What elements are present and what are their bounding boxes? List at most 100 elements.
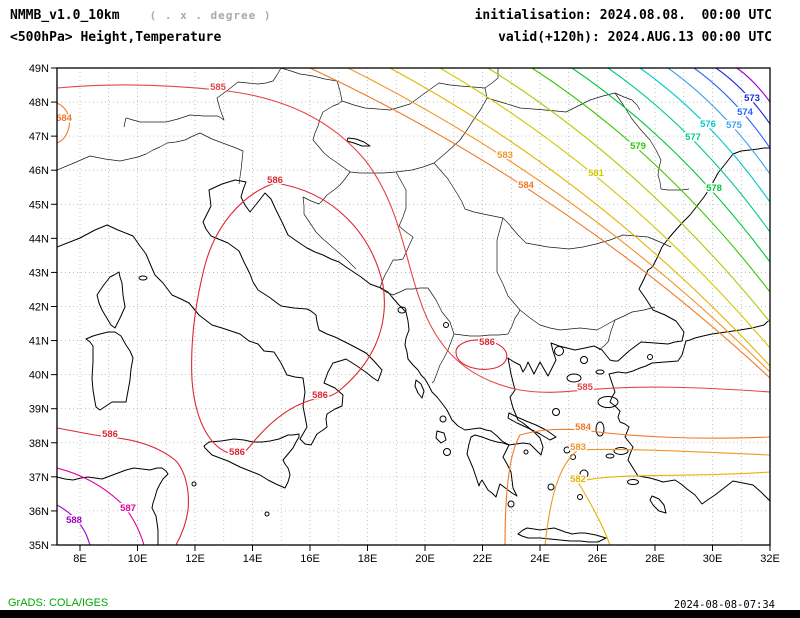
lat-axis-label: 49N — [29, 63, 49, 75]
contour-584-northeast — [309, 68, 770, 379]
contour-586-west — [57, 427, 189, 545]
lon-axis-label: 30E — [703, 553, 723, 565]
lat-axis-label: 43N — [29, 267, 49, 279]
contour-label: 577 — [685, 132, 701, 143]
island-kos — [627, 479, 639, 485]
contour-572 — [736, 68, 770, 103]
contour-label: 574 — [737, 107, 754, 118]
init-time: initialisation: 2024.08.08. 00:00 UTC — [474, 8, 772, 23]
header-left: NMMB_v1.0_10km ( . x . degree ) <500hPa> … — [10, 5, 272, 49]
border-romania-south — [433, 162, 672, 250]
contour-582-southeast — [577, 471, 770, 545]
lat-axis-label: 42N — [29, 301, 49, 313]
contour-label: 588 — [66, 515, 82, 526]
border-alps-italy — [57, 132, 244, 185]
lon-axis-label: 8E — [73, 553, 86, 565]
contour-label: 576 — [700, 119, 716, 130]
island-imbros — [595, 369, 605, 375]
lat-axis-label: 46N — [29, 165, 49, 177]
contour-label: 586 — [229, 447, 245, 458]
contour-label: 575 — [726, 120, 743, 131]
island-lesbos — [597, 396, 619, 408]
island-skyros — [552, 408, 560, 416]
coastlines — [57, 137, 770, 545]
lat-axis-label: 35N — [29, 540, 49, 552]
contour-label: 582 — [570, 474, 586, 485]
lake-ohrid — [443, 322, 449, 328]
bottom-bar — [0, 610, 800, 618]
lat-axis-label: 45N — [29, 199, 49, 211]
contour-583-southeast — [544, 448, 770, 545]
lakes — [346, 137, 449, 328]
island-kythira — [507, 500, 515, 508]
lon-axis-label: 14E — [243, 553, 263, 565]
coastline-turkey — [608, 319, 770, 505]
island-lefkada — [439, 415, 447, 423]
contour-588 — [57, 504, 91, 545]
island-milos — [547, 483, 555, 491]
island-samos — [613, 447, 629, 455]
contour-576 — [639, 68, 770, 203]
lat-axis-label: 39N — [29, 404, 49, 416]
contour-label: 583 — [497, 150, 513, 161]
border-serbia-west — [379, 171, 414, 289]
contour-labels: 585 584 586 584 583 581 579 578 577 576 575 574 573 5… — [55, 81, 762, 528]
island-corfu — [414, 379, 425, 399]
contour-575 — [667, 68, 770, 175]
island-andros — [563, 446, 571, 454]
contour-label: 587 — [120, 503, 136, 514]
contour-label: 585 — [577, 382, 594, 393]
island-ikaria — [605, 453, 615, 459]
contour-label: 584 — [56, 113, 73, 124]
border-ukraine-romania — [486, 92, 641, 113]
contour-label: 578 — [706, 183, 722, 194]
lon-axis-label: 12E — [185, 553, 205, 565]
border-hungary — [312, 82, 488, 174]
grads-credit: GrADS: COLA/IGES — [8, 597, 109, 609]
coastline-tunisia — [57, 467, 169, 545]
island-elba — [138, 275, 148, 281]
island-limnos — [566, 373, 582, 383]
contour-587 — [57, 467, 145, 545]
lon-axis-label: 20E — [415, 553, 435, 565]
lon-axis-label: 24E — [530, 553, 550, 565]
model-name: NMMB_v1.0_10km — [10, 8, 120, 23]
island-thasos — [554, 346, 564, 356]
lon-axis-label: 10E — [128, 553, 148, 565]
contour-label: 585 — [210, 82, 227, 93]
valid-time: valid(+120h): 2024.AUG.13 00:00 UTC — [498, 30, 772, 45]
model-row: NMMB_v1.0_10km ( . x . degree ) — [10, 5, 272, 27]
contour-584-west-pocket — [57, 102, 70, 144]
lat-axis-label: 48N — [29, 97, 49, 109]
border-slovakia-poland — [484, 68, 499, 89]
contour-label: 584 — [518, 180, 535, 191]
island-sicily — [203, 433, 300, 489]
contour-label: 584 — [575, 422, 592, 433]
border-croatia-bosnia — [302, 171, 357, 270]
contour-584-southeast — [504, 428, 770, 545]
resolution-note: ( . x . degree ) — [149, 9, 272, 22]
height-contours — [57, 68, 770, 545]
creation-timestamp: 2024-08-08-07:34 — [673, 599, 775, 611]
border-moldova — [614, 92, 690, 191]
lake-scutari — [397, 306, 407, 314]
lat-axis-label: 40N — [29, 370, 49, 382]
island-marmara — [647, 354, 653, 360]
contour-585-main — [57, 84, 770, 393]
contour-label: 586 — [267, 175, 283, 186]
border-czech-slovakia — [280, 68, 343, 102]
island-sardinia — [85, 331, 134, 411]
contour-label: 583 — [570, 442, 586, 453]
lon-axis-label: 18E — [358, 553, 378, 565]
contour-label: 586 — [479, 337, 495, 348]
coastline-peloponnese — [466, 434, 518, 498]
contour-583-northeast — [347, 68, 770, 373]
lat-axis-label: 38N — [29, 438, 49, 450]
lon-axis-label: 32E — [760, 553, 780, 565]
contour-579 — [531, 68, 770, 293]
island-chios — [595, 421, 605, 437]
border-greece-turkey — [598, 319, 616, 351]
contour-573 — [715, 68, 770, 125]
contour-582-northeast — [389, 68, 770, 367]
